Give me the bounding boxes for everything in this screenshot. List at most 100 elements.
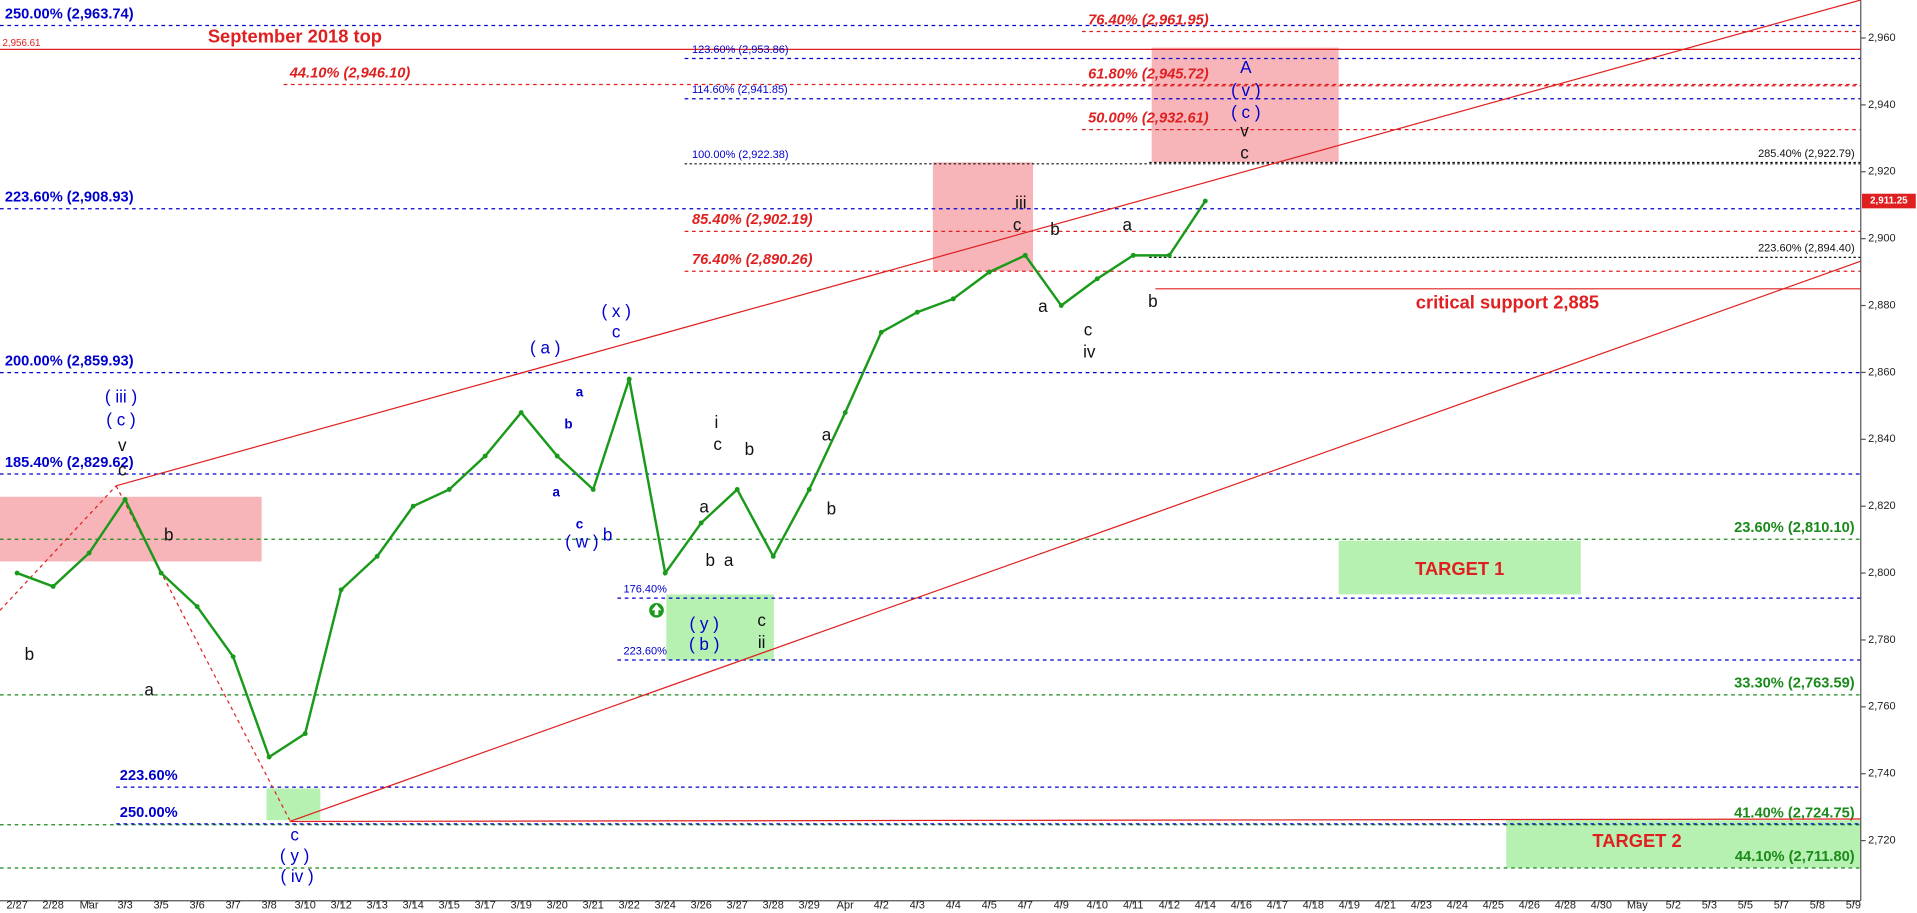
x-tick-label: 3/24 (654, 900, 675, 912)
wave-label: a (724, 551, 734, 570)
x-tick-label: 4/11 (1123, 900, 1144, 912)
wave-label: a (822, 425, 832, 444)
x-tick-label: 3/17 (474, 900, 495, 912)
level-label: 285.40% (2,922.79) (1758, 148, 1855, 160)
price-point (662, 570, 668, 576)
x-tick-label: 5/7 (1774, 900, 1789, 912)
wave-label: b (164, 525, 174, 544)
x-tick-label: 4/24 (1447, 900, 1468, 912)
x-tick-label: 3/13 (366, 900, 387, 912)
channel-top (115, 0, 1861, 487)
x-tick-label: 3/8 (262, 900, 277, 912)
x-tick-label: 3/15 (438, 900, 459, 912)
x-tick-label: 4/3 (910, 900, 925, 912)
wave-label: b (706, 551, 716, 570)
level-label: 76.40% (2,961.95) (1088, 12, 1209, 28)
level-label: 61.80% (2,945.72) (1088, 67, 1209, 83)
y-tick-label: 2,740 (1868, 768, 1896, 780)
wave-label: ii (758, 633, 766, 652)
price-line (16, 200, 1207, 759)
price-point (14, 570, 20, 576)
level-label: 2,956.61 (2, 38, 40, 49)
level-label: 85.40% (2,902.19) (692, 212, 813, 228)
x-tick-label: 5/2 (1666, 900, 1681, 912)
price-point (374, 553, 380, 559)
price-point (194, 604, 200, 609)
price-point (878, 329, 884, 335)
level-label: 44.10% (2,711.80) (1735, 849, 1855, 865)
x-tick-label: 4/19 (1339, 900, 1360, 912)
price-point (1202, 198, 1208, 204)
y-tick-label: 2,820 (1868, 500, 1896, 512)
x-tick-label: Apr (837, 900, 854, 912)
level-label: 185.40% (2,829.62) (5, 455, 134, 471)
x-tick-label: Mar (80, 900, 99, 912)
x-tick-label: 5/8 (1810, 900, 1825, 912)
x-tick-label: 4/23 (1411, 900, 1432, 912)
x-tick-label: 4/28 (1555, 900, 1576, 912)
level-label: 23.60% (2,810.10) (1734, 520, 1855, 536)
price-point (842, 410, 848, 415)
x-tick-label: 4/12 (1159, 900, 1180, 912)
price-point (1022, 252, 1028, 258)
price-point (338, 587, 344, 593)
x-tick-label: 4/9 (1054, 900, 1069, 912)
level-label: 176.40% (624, 584, 668, 596)
price-point (50, 584, 56, 589)
x-tick-label: 2/28 (42, 900, 63, 912)
wave-label: iii (1015, 193, 1026, 212)
level-label: 250.00% (2,963.74) (5, 6, 134, 22)
trend-lines (0, 0, 1861, 823)
level-label: 33.30% (2,763.59) (1734, 676, 1855, 692)
x-tick-label: 3/12 (330, 900, 351, 912)
resistance-zone (0, 496, 262, 562)
level-label: 50.00% (2,932.61) (1088, 110, 1209, 126)
level-label: 76.40% (2,890.26) (692, 252, 813, 268)
level-label: 250.00% (120, 805, 178, 821)
x-tick-label: 3/20 (546, 900, 567, 912)
y-tick-label: 2,880 (1868, 299, 1896, 311)
wave-label: c (1240, 143, 1249, 162)
level-label: 44.10% (2,946.10) (289, 65, 411, 81)
up-arrow (649, 602, 664, 618)
price-point (410, 503, 416, 509)
wave-label: iv (1083, 342, 1096, 361)
level-label: 200.00% (2,859.93) (5, 354, 134, 370)
target-zone (1506, 820, 1861, 868)
wave-label: b (827, 500, 837, 519)
wave-label: ( a ) (530, 339, 560, 358)
level-label: 223.60% (2,908.93) (5, 190, 134, 206)
x-tick-label: 5/3 (1702, 900, 1717, 912)
y-tick-label: 2,960 (1868, 32, 1896, 44)
level-label: 114.60% (2,941.85) (692, 84, 788, 96)
resistance-zone (1151, 47, 1339, 163)
wave-label: c (713, 435, 722, 454)
price-point (806, 487, 812, 492)
x-tick-label: 4/18 (1303, 900, 1324, 912)
wave-label: a (576, 385, 584, 400)
wave-label: ( w ) (565, 533, 598, 552)
level-label: 123.60% (2,953.86) (692, 44, 789, 56)
wave-label: a (1038, 297, 1048, 316)
arrow-glyph (651, 604, 662, 616)
x-tick-label: 3/7 (225, 900, 240, 912)
x-tick-label: 4/16 (1231, 900, 1252, 912)
wave-label: c (290, 826, 299, 845)
wave-label: ( y ) (689, 614, 718, 633)
wave-label: i (715, 413, 719, 432)
wave-label: c (757, 611, 766, 630)
price-point (590, 487, 596, 492)
y-tick-label: 2,860 (1868, 366, 1896, 378)
x-tick-label: 4/30 (1591, 900, 1612, 912)
wave-label: c (1013, 215, 1022, 234)
price-point (230, 654, 236, 660)
wave-label: v (118, 436, 127, 455)
wave-label: b (564, 416, 572, 431)
base-line (289, 818, 1861, 823)
level-label: 223.60% (624, 645, 668, 657)
x-tick-label: 4/4 (946, 900, 961, 912)
last-price-label: 2,911.25 (1870, 196, 1908, 207)
y-tick-label: 2,780 (1868, 634, 1896, 646)
x-tick-label: 4/14 (1195, 900, 1216, 912)
